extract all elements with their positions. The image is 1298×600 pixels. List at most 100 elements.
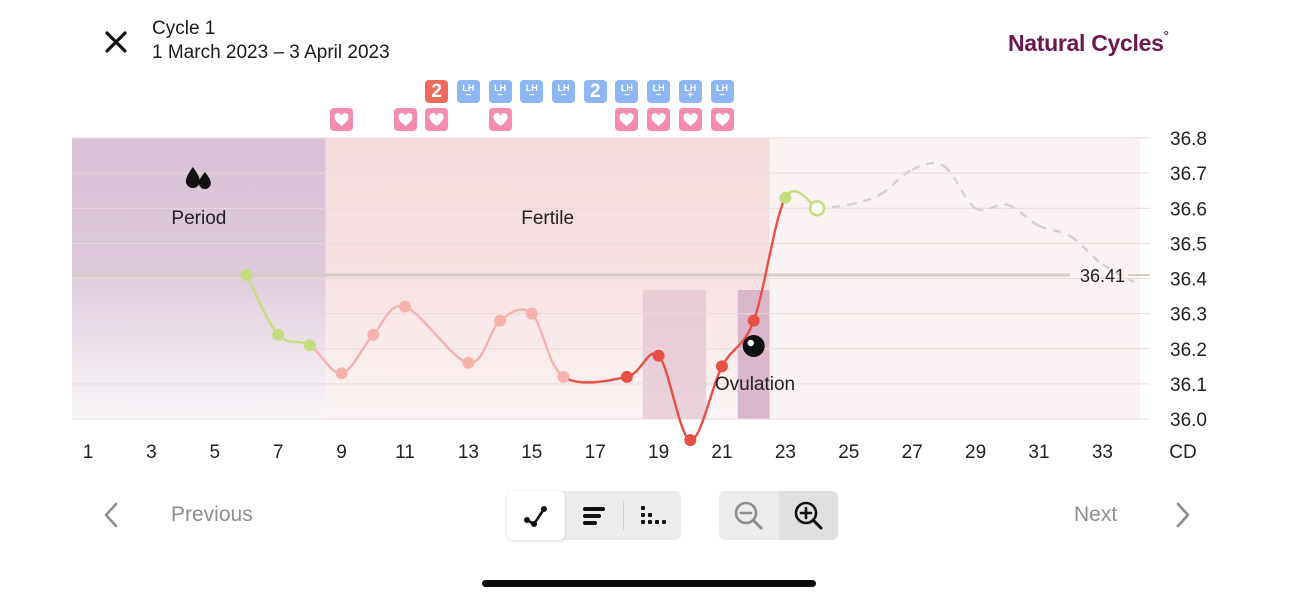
phase-label: Fertile (521, 208, 574, 229)
lh-badge-label: LH (525, 82, 538, 93)
coverline-label: 36.41 (1080, 266, 1125, 286)
lh-badge-label: LH (557, 82, 570, 93)
lh-badge-label: LH (494, 82, 507, 93)
y-tick-label: 36.0 (1170, 410, 1207, 431)
lh-badge-sign: − (497, 89, 504, 101)
x-tick-label: 23 (775, 442, 796, 463)
temperature-point (367, 328, 380, 341)
dots-grid-icon (641, 505, 666, 524)
lh-test-badge: LH − (615, 80, 639, 103)
lh-badge-label: LH (462, 82, 475, 93)
x-tick-label: 7 (273, 442, 284, 463)
lh-badge-label: LH (684, 82, 697, 93)
zoom-out-icon (734, 501, 762, 529)
x-tick-label: CD (1169, 442, 1196, 463)
x-tick-label: 3 (146, 442, 157, 463)
temperature-point (620, 370, 633, 383)
heart-badge (393, 108, 417, 131)
next-button[interactable]: Next (1074, 503, 1118, 526)
previous-button[interactable]: Previous (171, 503, 253, 526)
heart-badge (488, 108, 512, 131)
lh-test-badge: LH + (678, 80, 702, 103)
temperature-point (808, 199, 826, 217)
temperature-chart: Period Fertile 36.8 36.7 36.6 36.5 36.4 36.3 36.… (72, 129, 1207, 463)
close-icon[interactable] (100, 26, 132, 58)
heart-icon (683, 112, 698, 126)
y-tick-label: 36.8 (1170, 129, 1207, 150)
x-tick-label: 15 (521, 442, 542, 463)
lh-test-badge: LH − (488, 80, 512, 103)
temperature-point (272, 328, 285, 341)
chevron-right-icon[interactable] (1167, 500, 1197, 530)
y-tick-label: 36.7 (1170, 164, 1207, 185)
temperature-point (335, 367, 348, 380)
lh-badge-sign: + (687, 89, 694, 101)
brand-mark: ° (1163, 28, 1169, 44)
x-tick-label: 11 (395, 442, 415, 463)
zoom-out-button[interactable] (719, 491, 778, 540)
lh-badge-label: LH (620, 82, 633, 93)
prediction-line (816, 161, 1135, 284)
segment-divider (623, 501, 624, 530)
ovulation-label: Ovulation (715, 374, 795, 395)
zoom-in-button[interactable] (779, 491, 838, 540)
y-tick-label: 36.6 (1170, 199, 1207, 220)
y-tick-label: 36.3 (1170, 305, 1207, 326)
lh-test-badge: LH − (520, 80, 544, 103)
list-view-button[interactable] (565, 491, 623, 540)
heart-badge (647, 108, 671, 131)
x-tick-label: 17 (585, 442, 606, 463)
temperature-point (494, 314, 507, 327)
lh-test-badge: LH − (552, 80, 575, 103)
heart-icon (493, 112, 508, 126)
heart-badge (330, 108, 354, 131)
cycle-title: Cycle 1 (152, 18, 216, 39)
brand-name: Natural Cycles (1008, 30, 1164, 56)
temperature-point (525, 307, 538, 320)
y-tick-label: 36.2 (1170, 340, 1207, 361)
temperature-point (779, 191, 792, 204)
x-tick-label: 31 (1028, 442, 1049, 463)
lh-test-badge: LH − (456, 80, 480, 103)
temperature-point (557, 370, 570, 383)
x-tick-label: 5 (210, 442, 221, 463)
cycle-dates: 1 March 2023 – 3 April 2023 (152, 42, 390, 63)
temperature-point (240, 268, 253, 281)
graph-view-button[interactable] (507, 491, 565, 540)
grid-view-button[interactable] (623, 491, 681, 540)
x-tick-label: 27 (902, 442, 923, 463)
temperature-point (652, 349, 665, 362)
heart-icon (429, 112, 444, 126)
temperature-line (752, 197, 787, 322)
heart-icon (397, 112, 413, 126)
temperature-point (684, 434, 697, 447)
y-tick-label: 36.4 (1170, 270, 1207, 291)
heart-badge (615, 108, 639, 131)
drops-icon (185, 167, 211, 189)
heart-icon (714, 112, 730, 126)
lh-badge-sign: − (528, 89, 535, 101)
temperature-point (399, 300, 411, 313)
temperature-point (303, 339, 316, 352)
temperature-point (747, 314, 760, 327)
lh-badge-sign: − (560, 89, 567, 101)
x-tick-label: 9 (336, 442, 347, 463)
heart-icon (651, 112, 666, 126)
x-tick-label: 1 (83, 442, 94, 463)
ovulation-icon (742, 335, 765, 357)
home-indicator (482, 580, 816, 587)
x-tick-label: 19 (648, 442, 669, 463)
bars-icon (583, 506, 605, 525)
heart-badge (710, 108, 734, 131)
zoom-in-icon (794, 501, 822, 529)
test-count-badge: 2 (425, 80, 449, 103)
view-mode-switcher (507, 491, 681, 540)
lh-badge-sign: − (655, 89, 662, 101)
heart-badge (425, 108, 449, 131)
x-tick-label: 13 (458, 442, 479, 463)
lh-test-badge: LH − (647, 80, 671, 103)
chevron-left-icon[interactable] (97, 500, 127, 530)
heart-badge (678, 108, 702, 131)
test-count-badge: 2 (583, 80, 607, 103)
x-tick-label: 21 (711, 442, 732, 463)
